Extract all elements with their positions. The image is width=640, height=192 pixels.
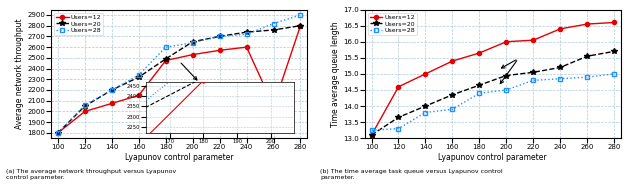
X-axis label: Lyapunov control parameter: Lyapunov control parameter [438, 153, 547, 162]
Text: (a) The average network throughput versus Lyapunov
control parameter.: (a) The average network throughput versu… [6, 169, 177, 180]
Legend: Users=12, Users=20, Users=28: Users=12, Users=20, Users=28 [368, 13, 417, 35]
Y-axis label: Average network throughput: Average network throughput [15, 19, 24, 129]
Y-axis label: Time average queue length: Time average queue length [331, 21, 340, 127]
Legend: Users=12, Users=20, Users=28: Users=12, Users=20, Users=28 [54, 13, 103, 35]
Text: (b) The time average task queue versus Lyapunov control
parameter.: (b) The time average task queue versus L… [320, 169, 502, 180]
X-axis label: Lyapunov control parameter: Lyapunov control parameter [125, 153, 234, 162]
